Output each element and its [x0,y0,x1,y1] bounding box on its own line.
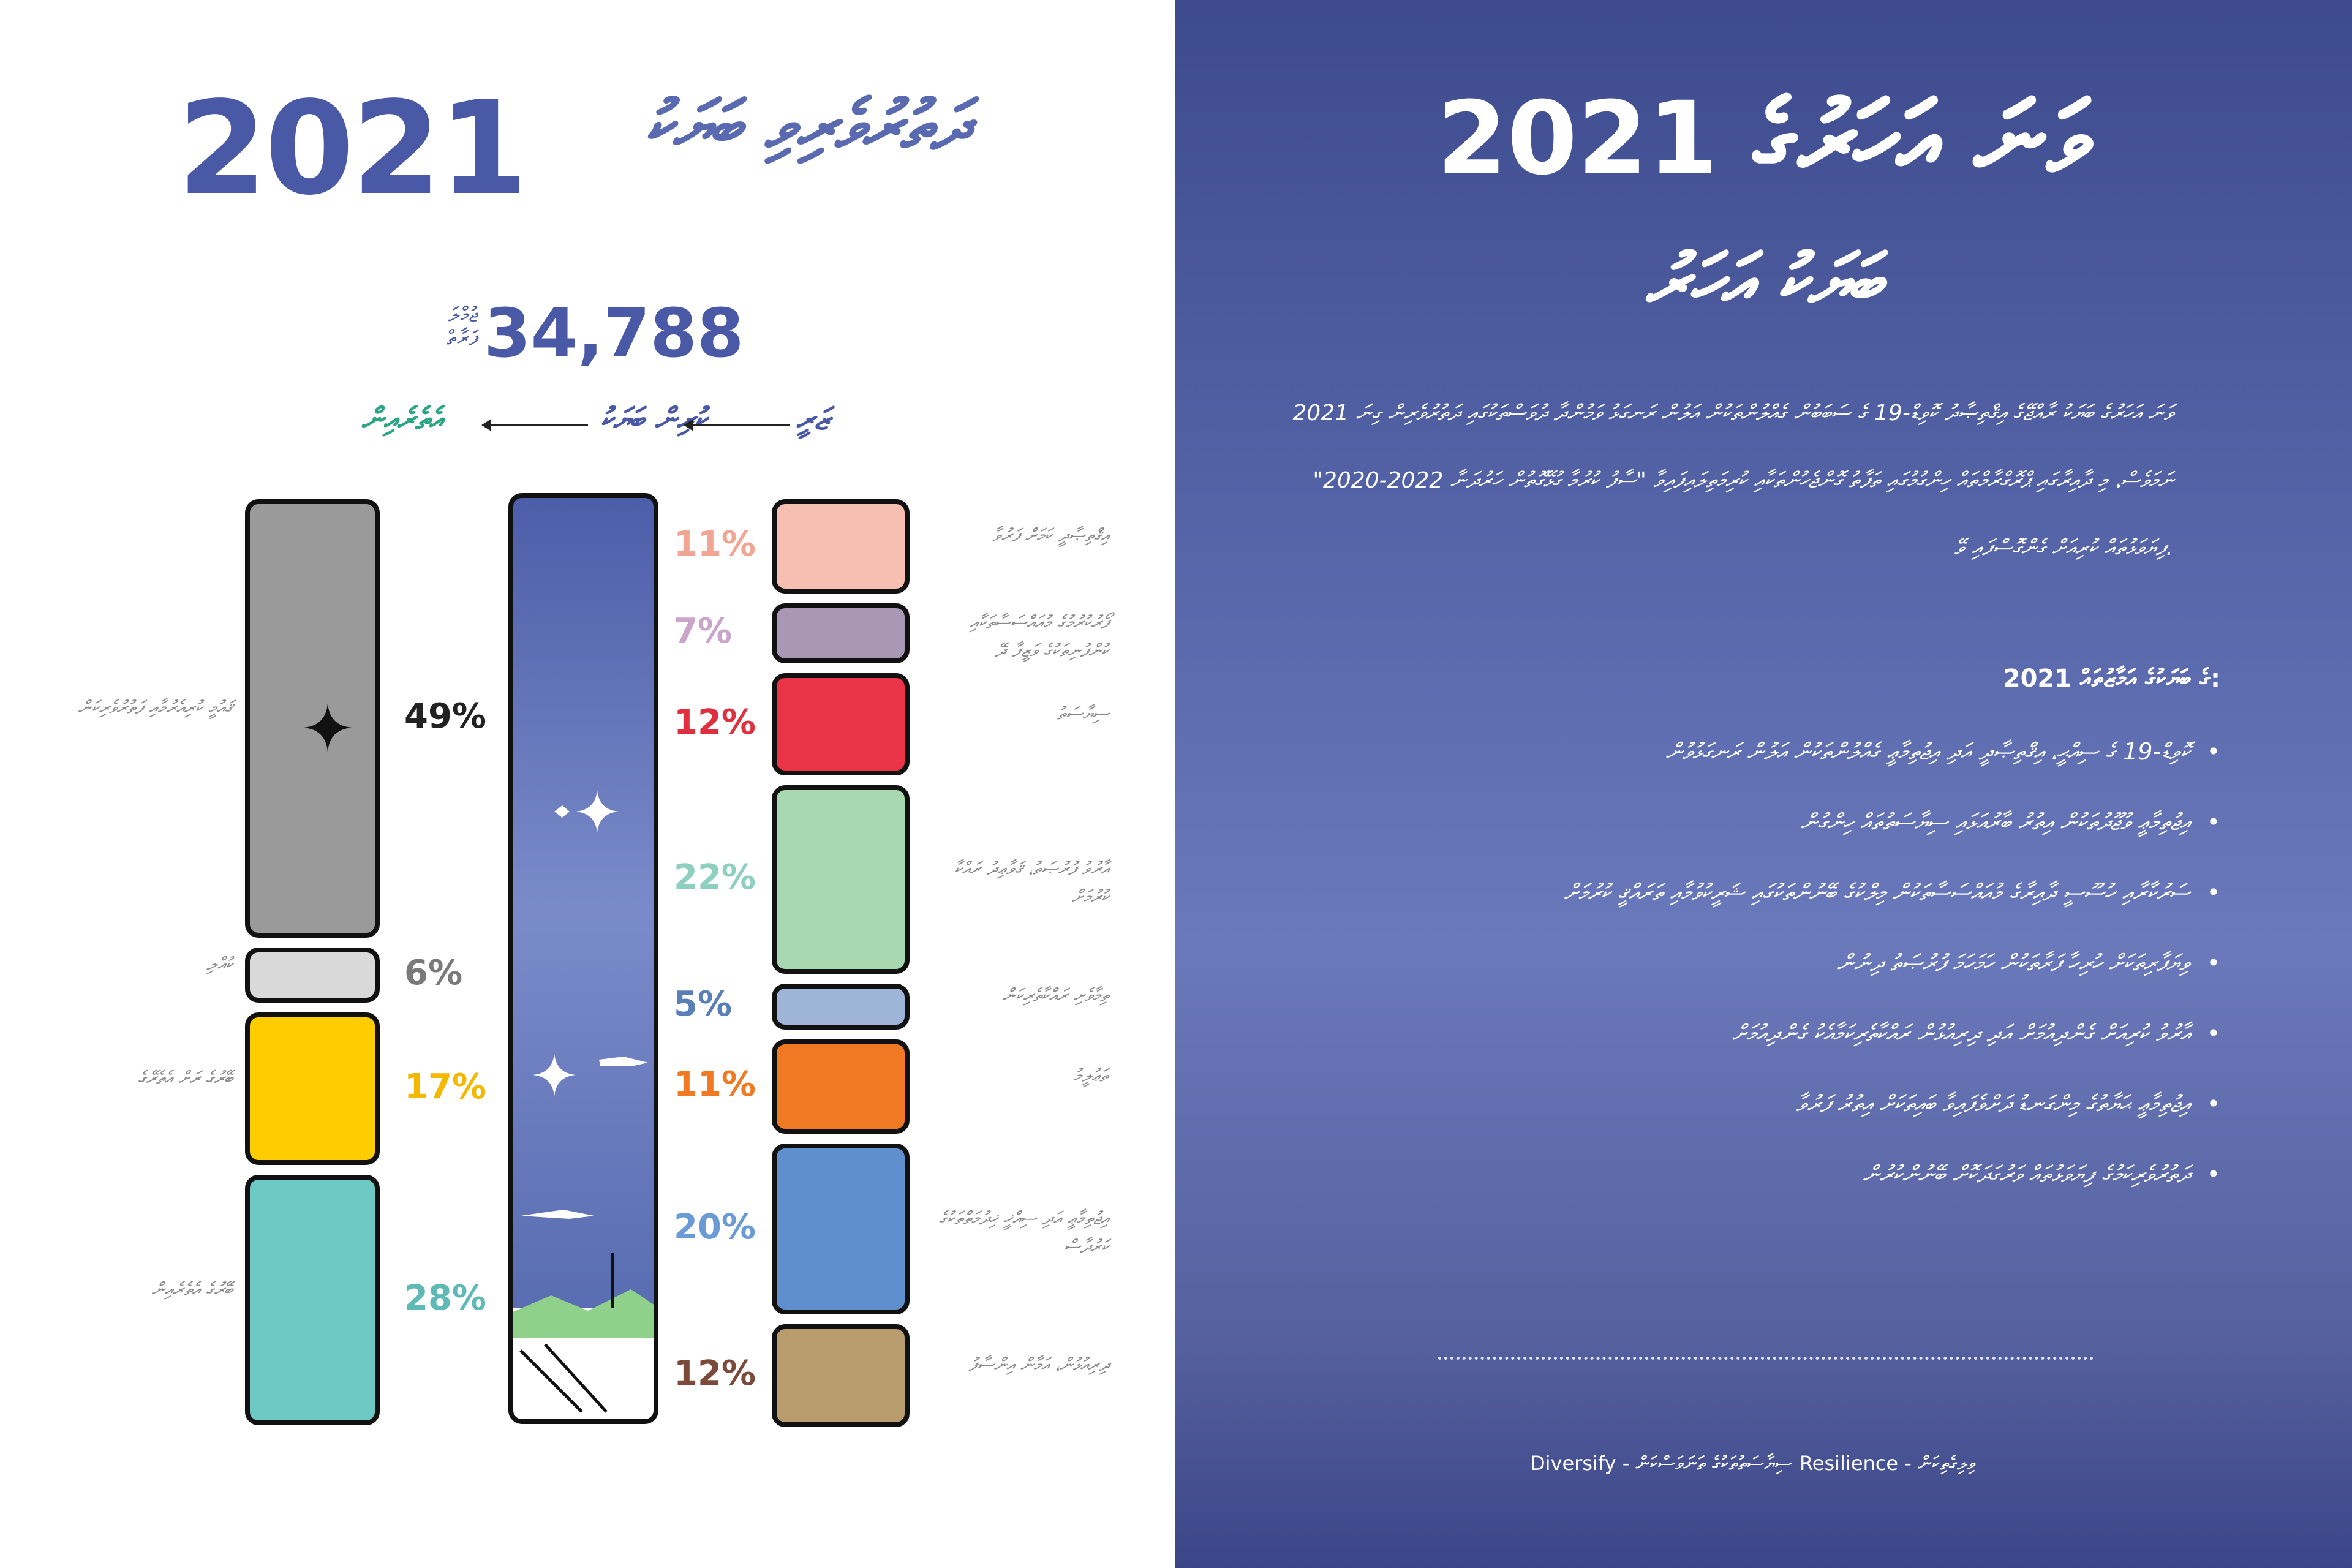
segment-category-label: އިޖުތިމާޢީ އަދި ސިއްޚީ ޚިދުމަތްތަކުގެ ކަ… [938,1207,1109,1257]
segment-percent-label: 6% [404,953,463,993]
list-item: އިޖުތިމާޢީ ޙަޔާތުގެ މިންގަނޑު ދަށްވެފައި… [1302,1069,2220,1139]
legend-diversify: Diversify - ސިޔާސަތުތަކުގެ ތަނަވަސްކަން [1530,1452,1793,1475]
list-item: ސަރުކާރާއި ހުސޫސީ ދާއިރާގެ މުއައްސަސާތަކ… [1302,858,2220,928]
title-year: 2021 [178,74,528,224]
segment-percent-label: 5% [674,984,733,1025]
segment-category-label: ތިމާވެށި ރައްކާތެރިކަން [1001,985,1109,1007]
center-bar [508,493,658,1424]
title-dhivehi: ދަތުރުވެރިވި ބަޔަކު [644,86,968,164]
list-item: ދަތުރުވެރިކަމުގެ ފިޔަވަޅުތައް ވަރުގަދަކޮ… [1302,1139,2220,1210]
segment-category-label: ތަޢުލީމު [1073,1065,1109,1087]
list-heading: 2021 ގެ ބަޔަކުގެ އަމާޒުތައް: [2003,665,2220,693]
flow-arrow-right [684,419,790,431]
legend-resilience: Resilience - ވިލިގެތިކަން [1800,1452,1975,1475]
total-count: 34,788 [484,294,744,372]
summary-paragraph: 2021 ވަނަ އަހަރުގެ ބަޔަކު ރާއްޖޭގެ އިޤްތ… [1292,401,2173,560]
sparkle-icon [533,1054,576,1096]
dotted-divider [1438,1357,2094,1360]
list-item: އިޖުތިމާޢީ ވުޖޫދުތަކުން އިތުރު ބާރުއަޅައ… [1302,787,2220,858]
segment-percent-label: 7% [674,611,733,651]
page-title: 2021 ދަތުރުވެރިވި ބަޔަކު [172,74,1029,224]
summary-panel: 2021 ވަނަ އަހަރުގެ ބަޔަކު އަހަރު 2021 ވަ… [1175,0,2352,1568]
bar-segment [245,1174,380,1426]
summary-title-line1: 2021 ވަނަ އަހަރުގެ [1436,80,2090,197]
bar-segment [772,1324,910,1428]
segment-category-label: ދިރިއުޅުން، އަމާން އިންސާފު [968,1354,1109,1376]
bar-segment [772,785,910,974]
bar-segment [245,499,380,938]
segment-category-label: ކުއްލި [206,954,233,976]
bar-segment [772,983,910,1030]
segment-category-label: ޤައުމީ ކުރިއެރުމާއި ފަތުރުވެރިކަން [78,697,233,719]
segment-percent-label: 20% [674,1207,756,1247]
flow-from: ޒަރީ [796,401,830,437]
bar-segment [772,1143,910,1315]
segment-category-label: ސިޔާސަތު [1057,703,1109,725]
infographic-panel: 2021 ދަތުރުވެރިވި ބަޔަކު ޖުމްލަ ފަރާތް 3… [0,0,1175,1568]
bar-segment [772,603,910,663]
segment-percent-label: 11% [674,524,756,564]
list-item: ކޮވިޑް-19 ގެ ސިއްޙީ، އިޤްތިޞާދީ އަދި އިޖ… [1302,717,2220,787]
bar-segment [772,673,910,776]
segment-percent-label: 12% [674,702,756,742]
flow-legend: އެތެރެއިން ކުރިން ބަޔަކު ޒަރީ [355,401,845,450]
total-label: ޖުމްލަ ފަރާތް [447,303,478,350]
segment-percent-label: 17% [404,1066,487,1107]
bar-segment [245,948,380,1003]
segment-category-label: ބޭރުގެ އެތެރެއިން [151,1278,233,1300]
segment-percent-label: 11% [674,1064,756,1104]
segment-percent-label: 22% [674,858,756,898]
segment-category-label: އާރުވު ފުރުޞަތު، ޤަވާޢިދު ރައްކާ ކުރުމަށ… [954,858,1109,908]
sparkle-icon [576,790,619,833]
bar-segment [245,1012,380,1165]
segment-percent-label: 28% [404,1278,487,1318]
bar-segment [772,499,910,594]
segment-category-label: ބޭރުގެ ރަށް އެތެރޭގެ [137,1067,233,1089]
segment-percent-label: 49% [404,696,487,737]
center-bar-illustration [513,805,654,1419]
segment-category-label: ފޯރުކުރުމުގެ މުއައްސަސާތަކާއި ކުންފުނިތަ… [970,611,1109,662]
summary-title-line2: ބަޔަކު އަހަރު [1645,239,1882,324]
sparkle-icon [303,703,352,755]
list-item: އާރުވު ކުރިއަށް ގެންދިއުމަށް އަދި ދިރިއު… [1302,998,2220,1069]
segment-percent-label: 12% [674,1354,756,1394]
goals-list: ކޮވިޑް-19 ގެ ސިއްޙީ، އިޤްތިޞާދީ އަދި އިޖ… [1302,717,2220,1210]
flow-arrow-left [481,419,588,431]
flow-to: އެތެރެއިން [361,401,442,437]
bar-segment [772,1039,910,1134]
segment-category-label: އިޤްތިޞާދީ ކަމަށް ފަރުވާ [992,524,1109,546]
list-item: ވިޔަފާރިތަކަށް ހުރިހާ ފަރާތަކުން ހަމަހަމ… [1302,928,2220,998]
